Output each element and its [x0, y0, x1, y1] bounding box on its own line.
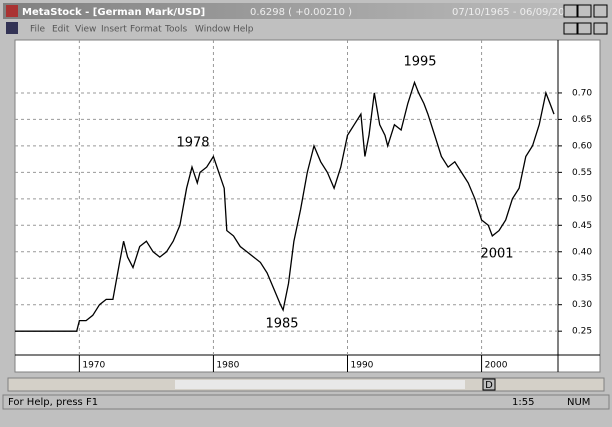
menu-item[interactable]: Edit: [52, 25, 70, 35]
y-tick-label: 0.25: [572, 327, 592, 337]
minimize[interactable]: [563, 4, 578, 18]
annotation: 1985: [265, 317, 298, 332]
title-bar: [3, 3, 609, 19]
y-tick-label: 0.30: [572, 300, 592, 310]
doc-minimize[interactable]: [563, 22, 578, 35]
annotation: 2001: [480, 247, 513, 262]
status-mode: NUM: [567, 397, 590, 408]
status-bar: [2, 394, 610, 410]
doc-close[interactable]: [593, 22, 608, 35]
doc-icon: [6, 22, 18, 34]
window-buttons[interactable]: [563, 4, 608, 35]
annotation: 1978: [176, 136, 209, 151]
menu-item[interactable]: Format: [130, 25, 162, 35]
x-tick-label: 1980: [216, 361, 239, 371]
menu-item[interactable]: Help: [233, 25, 254, 35]
window-title: MetaStock - [German Mark/USD]: [22, 7, 205, 18]
scroll-button-label: D: [485, 380, 493, 391]
status-time: 1:55: [512, 397, 534, 408]
x-tick-label: 1990: [351, 361, 374, 371]
annotation: 1995: [403, 55, 436, 70]
x-tick-label: 2000: [485, 361, 508, 371]
doc-restore[interactable]: [577, 22, 592, 35]
y-tick-label: 0.40: [572, 247, 592, 257]
menu-item[interactable]: File: [30, 25, 46, 35]
scroll-button[interactable]: [482, 378, 496, 391]
y-tick-label: 0.70: [572, 88, 592, 98]
price-line: [15, 80, 555, 332]
x-tick-label: 1970: [82, 361, 105, 371]
close[interactable]: [593, 4, 608, 18]
y-tick-label: 0.55: [572, 168, 592, 178]
date-range: 07/10/1965 - 06/09/2005: [452, 7, 577, 18]
y-tick-label: 0.45: [572, 221, 592, 231]
menu-item[interactable]: Tools: [164, 25, 187, 35]
scroll-thumb[interactable]: [175, 380, 465, 389]
menu-bar: File Edit View Insert Format Tools Window Help: [30, 25, 254, 35]
menu-item[interactable]: Window: [195, 25, 231, 35]
status-help: For Help, press F1: [8, 397, 98, 408]
y-tick-label: 0.60: [572, 141, 592, 151]
y-tick-label: 0.35: [572, 274, 592, 284]
app-icon: [6, 5, 18, 17]
menu-item[interactable]: View: [75, 25, 96, 35]
menu-item[interactable]: Insert: [101, 25, 127, 35]
maximize[interactable]: [577, 4, 592, 18]
chart-area: [14, 39, 601, 373]
quote: 0.6298 ( +0.00210 ): [250, 7, 352, 18]
y-tick-label: 0.50: [572, 194, 592, 204]
y-tick-label: 0.65: [572, 115, 592, 125]
